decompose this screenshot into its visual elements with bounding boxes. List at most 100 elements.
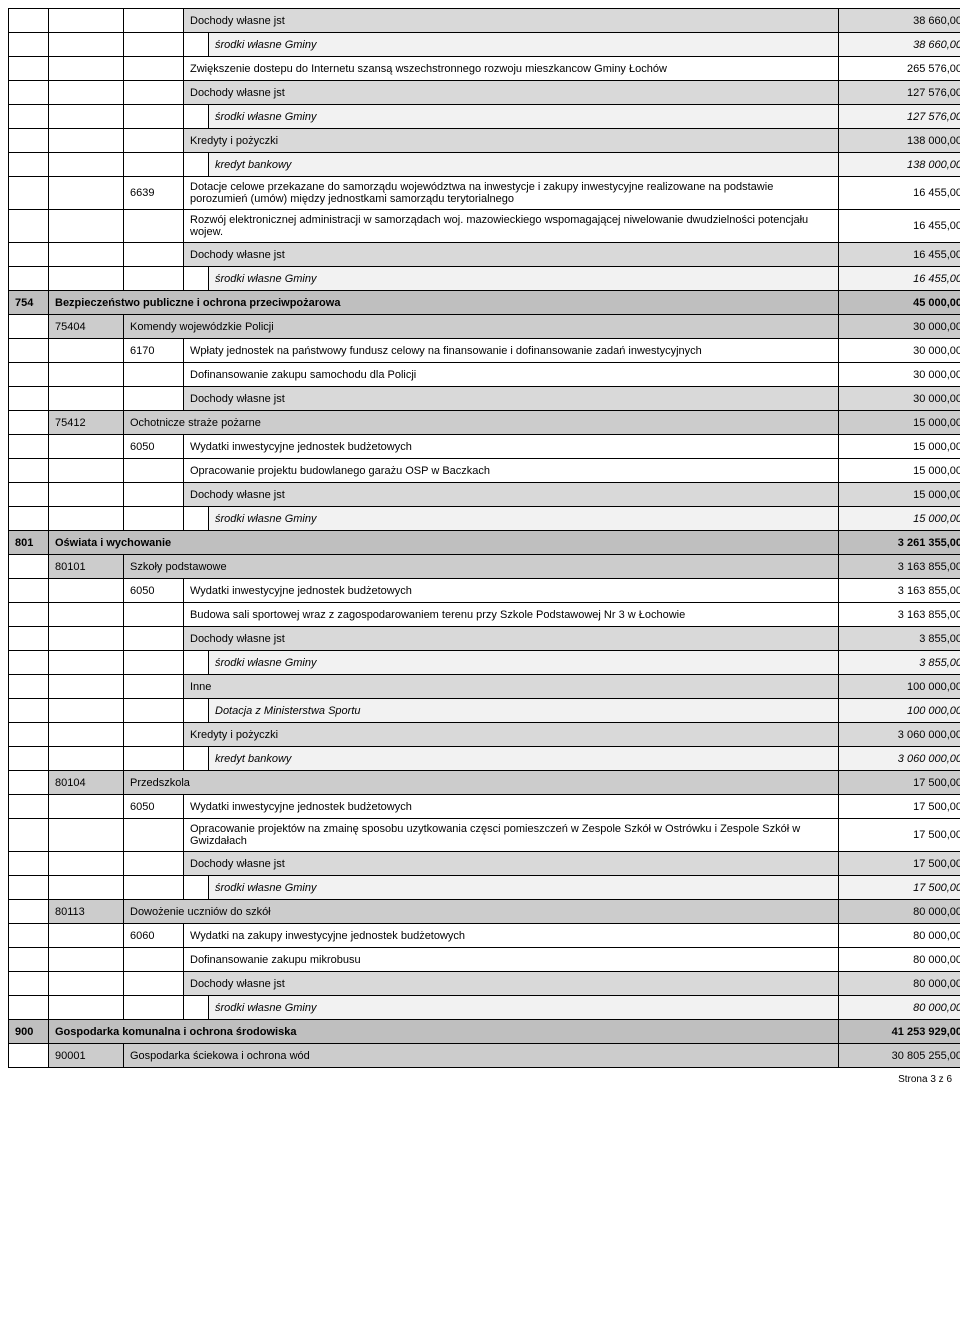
row-amount: 3 060 000,00 [839, 747, 960, 771]
dzial-code: 754 [9, 291, 49, 315]
paragraph-code [124, 459, 184, 483]
row-amount: 80 000,00 [839, 972, 960, 996]
row-amount: 41 253 929,00 [839, 1020, 960, 1044]
table-row: Rozwój elektronicznej administracji w sa… [9, 210, 960, 243]
row-label: Szkoły podstawowe [124, 555, 839, 579]
table-row: Dotacja z Ministerstwa Sportu100 000,00 [9, 699, 960, 723]
dzial-code: 801 [9, 531, 49, 555]
table-row: Dochody własne jst17 500,00 [9, 852, 960, 876]
row-label: Wydatki na zakupy inwestycyjne jednostek… [184, 924, 839, 948]
row-label: Dowożenie uczniów do szkół [124, 900, 839, 924]
table-row: kredyt bankowy3 060 000,00 [9, 747, 960, 771]
row-label: Kredyty i pożyczki [184, 129, 839, 153]
row-label: środki własne Gminy [209, 105, 839, 129]
row-label: Budowa sali sportowej wraz z zagospodaro… [184, 603, 839, 627]
row-amount: 30 000,00 [839, 363, 960, 387]
table-row: Dochody własne jst127 576,00 [9, 81, 960, 105]
row-amount: 80 000,00 [839, 948, 960, 972]
row-amount: 17 500,00 [839, 819, 960, 852]
row-amount: 16 455,00 [839, 243, 960, 267]
row-label: Dofinansowanie zakupu mikrobusu [184, 948, 839, 972]
row-amount: 16 455,00 [839, 267, 960, 291]
row-amount: 15 000,00 [839, 507, 960, 531]
row-label: środki własne Gminy [209, 651, 839, 675]
table-row: Opracowanie projektu budowlanego garażu … [9, 459, 960, 483]
table-row: 6060Wydatki na zakupy inwestycyjne jedno… [9, 924, 960, 948]
table-row: Dochody własne jst15 000,00 [9, 483, 960, 507]
row-amount: 100 000,00 [839, 699, 960, 723]
paragraph-code [124, 819, 184, 852]
dzial-code: 900 [9, 1020, 49, 1044]
row-label: Dofinansowanie zakupu samochodu dla Poli… [184, 363, 839, 387]
row-amount: 17 500,00 [839, 795, 960, 819]
table-row: 80104Przedszkola17 500,00 [9, 771, 960, 795]
table-row: 900Gospodarka komunalna i ochrona środow… [9, 1020, 960, 1044]
row-label: Dochody własne jst [184, 9, 839, 33]
table-row: Dochody własne jst16 455,00 [9, 243, 960, 267]
row-amount: 80 000,00 [839, 900, 960, 924]
row-amount: 30 000,00 [839, 315, 960, 339]
row-label: Dochody własne jst [184, 627, 839, 651]
row-label: Wydatki inwestycyjne jednostek budżetowy… [184, 435, 839, 459]
table-row: środki własne Gminy15 000,00 [9, 507, 960, 531]
table-row: 801Oświata i wychowanie3 261 355,00 [9, 531, 960, 555]
paragraph-code: 6170 [124, 339, 184, 363]
paragraph-code [124, 363, 184, 387]
table-row: 6639Dotacje celowe przekazane do samorzą… [9, 177, 960, 210]
table-row: Zwiększenie dostepu do Internetu szansą … [9, 57, 960, 81]
row-amount: 127 576,00 [839, 81, 960, 105]
table-row: Budowa sali sportowej wraz z zagospodaro… [9, 603, 960, 627]
row-amount: 38 660,00 [839, 9, 960, 33]
table-row: Dochody własne jst38 660,00 [9, 9, 960, 33]
row-label: Dochody własne jst [184, 387, 839, 411]
table-row: 6050Wydatki inwestycyjne jednostek budże… [9, 795, 960, 819]
row-label: Wpłaty jednostek na państwowy fundusz ce… [184, 339, 839, 363]
row-label: Rozwój elektronicznej administracji w sa… [184, 210, 839, 243]
row-amount: 3 855,00 [839, 651, 960, 675]
paragraph-code: 6050 [124, 435, 184, 459]
row-label: Opracowanie projektów na zmainę sposobu … [184, 819, 839, 852]
table-row: 6050Wydatki inwestycyjne jednostek budże… [9, 579, 960, 603]
page-footer: Strona 3 z 6 [8, 1068, 952, 1085]
table-row: Inne100 000,00 [9, 675, 960, 699]
row-label: środki własne Gminy [209, 996, 839, 1020]
table-row: 75404Komendy wojewódzkie Policji30 000,0… [9, 315, 960, 339]
paragraph-code: 6050 [124, 579, 184, 603]
row-amount: 15 000,00 [839, 483, 960, 507]
paragraph-code: 6050 [124, 795, 184, 819]
row-label: Przedszkola [124, 771, 839, 795]
row-amount: 3 261 355,00 [839, 531, 960, 555]
row-amount: 38 660,00 [839, 33, 960, 57]
row-amount: 15 000,00 [839, 411, 960, 435]
row-amount: 100 000,00 [839, 675, 960, 699]
row-amount: 127 576,00 [839, 105, 960, 129]
row-amount: 17 500,00 [839, 852, 960, 876]
row-label: Dochody własne jst [184, 852, 839, 876]
table-row: 754Bezpieczeństwo publiczne i ochrona pr… [9, 291, 960, 315]
row-label: Inne [184, 675, 839, 699]
row-label: Opracowanie projektu budowlanego garażu … [184, 459, 839, 483]
row-amount: 45 000,00 [839, 291, 960, 315]
paragraph-code [124, 603, 184, 627]
table-row: 6050Wydatki inwestycyjne jednostek budże… [9, 435, 960, 459]
table-row: Kredyty i pożyczki3 060 000,00 [9, 723, 960, 747]
table-row: Dofinansowanie zakupu mikrobusu80 000,00 [9, 948, 960, 972]
row-amount: 138 000,00 [839, 129, 960, 153]
paragraph-code [124, 948, 184, 972]
row-label: środki własne Gminy [209, 876, 839, 900]
row-label: Kredyty i pożyczki [184, 723, 839, 747]
row-label: Wydatki inwestycyjne jednostek budżetowy… [184, 579, 839, 603]
row-amount: 30 000,00 [839, 387, 960, 411]
row-label: Wydatki inwestycyjne jednostek budżetowy… [184, 795, 839, 819]
table-row: 6170Wpłaty jednostek na państwowy fundus… [9, 339, 960, 363]
row-amount: 265 576,00 [839, 57, 960, 81]
rozdzial-code: 80101 [49, 555, 124, 579]
table-row: 75412Ochotnicze straże pożarne15 000,00 [9, 411, 960, 435]
row-amount: 16 455,00 [839, 210, 960, 243]
table-row: środki własne Gminy80 000,00 [9, 996, 960, 1020]
row-label: kredyt bankowy [209, 153, 839, 177]
row-label: Gospodarka komunalna i ochrona środowisk… [49, 1020, 839, 1044]
row-label: Dochody własne jst [184, 81, 839, 105]
row-amount: 17 500,00 [839, 876, 960, 900]
table-row: Opracowanie projektów na zmainę sposobu … [9, 819, 960, 852]
